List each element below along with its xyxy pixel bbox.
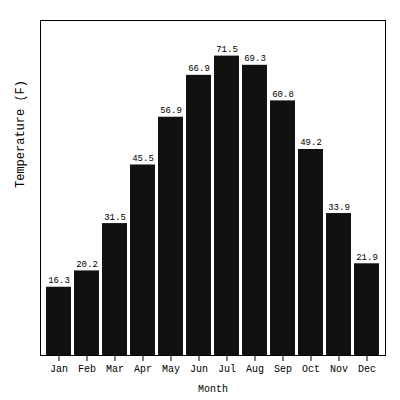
svg-text:Aug: Aug — [246, 364, 264, 375]
svg-text:Oct: Oct — [302, 364, 320, 375]
svg-text:33.9: 33.9 — [328, 203, 350, 213]
svg-text:66.9: 66.9 — [188, 64, 210, 74]
svg-text:Nov: Nov — [330, 364, 348, 375]
svg-text:Mar: Mar — [106, 364, 124, 375]
svg-text:71.5: 71.5 — [216, 45, 238, 55]
svg-text:60.8: 60.8 — [272, 90, 294, 100]
svg-text:Jul: Jul — [218, 364, 236, 375]
svg-text:69.3: 69.3 — [244, 54, 266, 64]
svg-text:31.5: 31.5 — [104, 213, 126, 223]
svg-text:Jun: Jun — [190, 364, 208, 375]
svg-text:Month: Month — [198, 384, 228, 395]
svg-text:45.5: 45.5 — [132, 154, 154, 164]
svg-text:Sep: Sep — [274, 364, 292, 375]
svg-text:21.9: 21.9 — [356, 253, 378, 263]
svg-text:May: May — [162, 364, 180, 375]
svg-text:49.2: 49.2 — [300, 138, 322, 148]
svg-text:20.2: 20.2 — [76, 260, 98, 270]
svg-text:Jan: Jan — [50, 364, 68, 375]
svg-text:Temperature (F): Temperature (F) — [14, 80, 28, 188]
svg-text:Feb: Feb — [78, 364, 96, 375]
svg-text:56.9: 56.9 — [160, 106, 182, 116]
svg-text:Dec: Dec — [358, 364, 376, 375]
svg-text:16.3: 16.3 — [48, 276, 70, 286]
svg-text:Apr: Apr — [134, 364, 152, 375]
